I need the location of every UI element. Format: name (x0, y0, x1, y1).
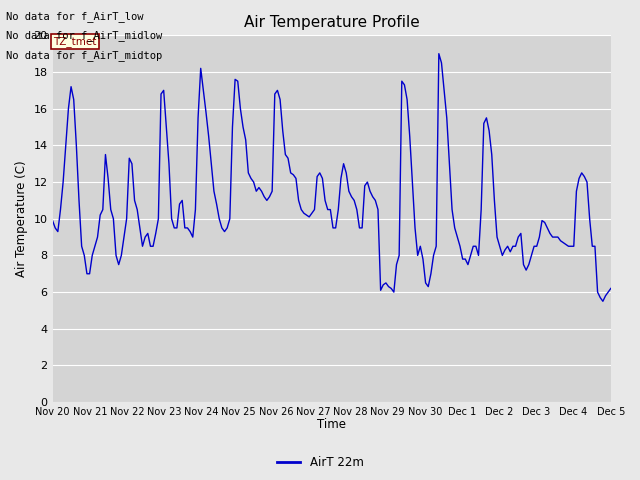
Title: Air Temperature Profile: Air Temperature Profile (244, 15, 420, 30)
Legend: AirT 22m: AirT 22m (272, 452, 368, 474)
Text: TZ_tmet: TZ_tmet (53, 36, 97, 47)
Y-axis label: Air Temperature (C): Air Temperature (C) (15, 160, 28, 277)
Text: No data for f_AirT_low: No data for f_AirT_low (6, 11, 144, 22)
Text: No data for f_AirT_midtop: No data for f_AirT_midtop (6, 49, 163, 60)
X-axis label: Time: Time (317, 419, 346, 432)
Text: No data for f_AirT_midlow: No data for f_AirT_midlow (6, 30, 163, 41)
